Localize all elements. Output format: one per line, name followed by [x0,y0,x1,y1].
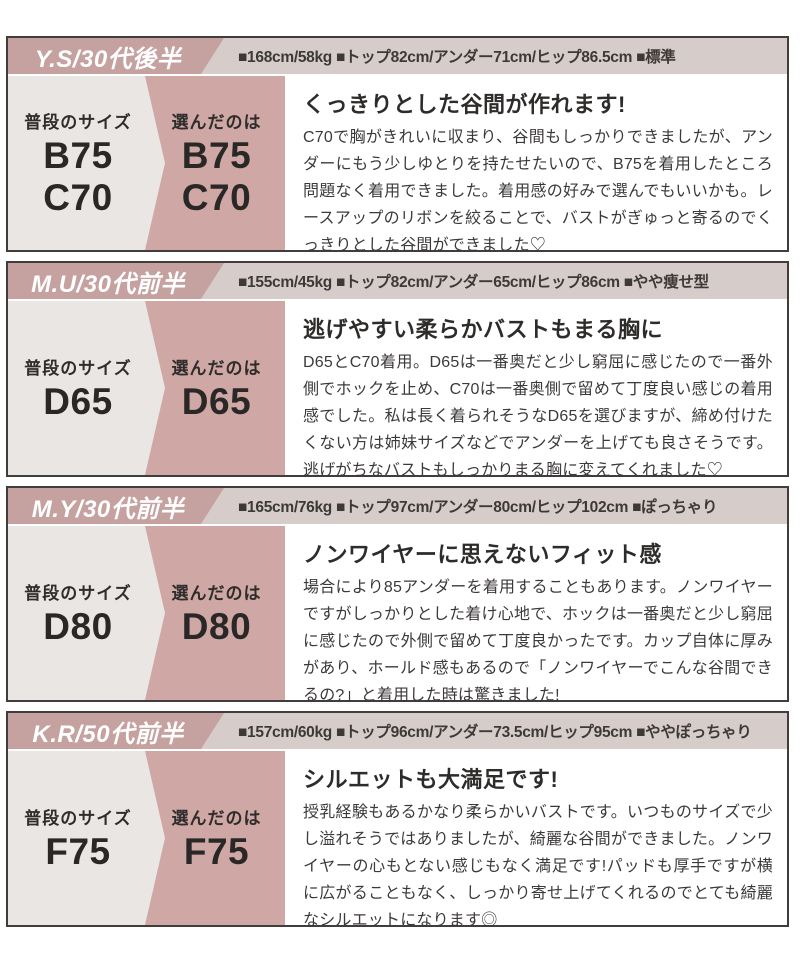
chosen-size-column: 選んだのは B75 C70 [148,76,285,250]
review-content: 普段のサイズ D65 選んだのは D65 逃げやすい柔らかバストもまる胸に D6… [8,301,787,479]
review-content: 普段のサイズ F75 選んだのは F75 シルエットも大満足です! 授乳経験もあ… [8,751,787,929]
reviewer-name-badge: M.Y/30代前半 [8,488,224,524]
review-title: くっきりとした谷間が作れます! [303,92,626,117]
review-header: M.Y/30代前半 ■165cm/76kg ■トップ97cm/アンダー80cm/… [8,488,787,526]
chosen-size-value: C70 [181,176,252,218]
review-list: Y.S/30代後半 ■168cm/58kg ■トップ82cm/アンダー71cm/… [0,0,800,927]
review-content: 普段のサイズ D80 選んだのは D80 ノンワイヤーに思えないフィット感 場合… [8,526,787,704]
reviewer-name-badge: Y.S/30代後半 [8,38,224,74]
reviewer-stats: ■165cm/76kg ■トップ97cm/アンダー80cm/ヒップ102cm ■… [238,499,718,516]
reviewer-stats: ■155cm/45kg ■トップ82cm/アンダー65cm/ヒップ86cm ■や… [238,274,709,291]
chosen-size-column: 選んだのは D80 [148,526,285,700]
reviewer-name-badge: K.R/50代前半 [8,713,224,749]
reviewer-name-badge: M.U/30代前半 [8,263,224,299]
chosen-size-label: 選んだのは [171,583,262,603]
chosen-size-value: F75 [183,830,250,872]
review-body: 授乳経験もあるかなり柔らかいバストです。いつものサイズで少し溢れそうではありまし… [303,804,773,929]
usual-size-value: D65 [43,380,113,422]
usual-size-label: 普段のサイズ [24,113,132,133]
review-header: K.R/50代前半 ■157cm/60kg ■トップ96cm/アンダー73.5c… [8,713,787,751]
review-title: ノンワイヤーに思えないフィット感 [303,542,662,567]
review-body: 場合により85アンダーを着用することもあります。ノンワイヤーですがしっかりとした… [303,579,773,704]
chosen-size-label: 選んだのは [171,358,262,378]
chosen-size-value: D80 [181,605,252,647]
chosen-size-value: B75 [181,135,252,177]
review-text-area: 逃げやすい柔らかバストもまる胸に D65とC70着用。D65は一番奥だと少し窮屈… [285,301,787,479]
chosen-size-label: 選んだのは [171,113,262,133]
review-title: 逃げやすい柔らかバストもまる胸に [303,317,664,342]
review-body: D65とC70着用。D65は一番奥だと少し窮屈に感じたので一番外側でホックを止め… [303,354,773,479]
usual-size-label: 普段のサイズ [24,583,132,603]
review-header: Y.S/30代後半 ■168cm/58kg ■トップ82cm/アンダー71cm/… [8,38,787,76]
review-card: K.R/50代前半 ■157cm/60kg ■トップ96cm/アンダー73.5c… [6,711,789,929]
review-card: Y.S/30代後半 ■168cm/58kg ■トップ82cm/アンダー71cm/… [6,36,789,254]
size-panel: 普段のサイズ D80 選んだのは D80 [8,526,285,700]
reviewer-stats: ■157cm/60kg ■トップ96cm/アンダー73.5cm/ヒップ95cm … [238,724,752,741]
review-card: M.Y/30代前半 ■165cm/76kg ■トップ97cm/アンダー80cm/… [6,486,789,704]
usual-size-column: 普段のサイズ D80 [8,526,148,700]
usual-size-value: B75 [43,135,113,177]
usual-size-label: 普段のサイズ [24,358,132,378]
review-body: C70で胸がきれいに収まり、谷間もしっかりできましたが、アンダーにもう少しゆとり… [303,129,773,254]
review-text-area: シルエットも大満足です! 授乳経験もあるかなり柔らかいバストです。いつものサイズ… [285,751,787,929]
usual-size-label: 普段のサイズ [24,808,132,828]
review-text-area: くっきりとした谷間が作れます! C70で胸がきれいに収まり、谷間もしっかりできま… [285,76,787,254]
size-panel: 普段のサイズ D65 選んだのは D65 [8,301,285,475]
size-panel: 普段のサイズ B75 C70 選んだのは B75 C70 [8,76,285,250]
review-card: M.U/30代前半 ■155cm/45kg ■トップ82cm/アンダー65cm/… [6,261,789,479]
review-title: シルエットも大満足です! [303,767,559,792]
usual-size-column: 普段のサイズ D65 [8,301,148,475]
reviewer-stats: ■168cm/58kg ■トップ82cm/アンダー71cm/ヒップ86.5cm … [238,49,676,66]
size-panel: 普段のサイズ F75 選んだのは F75 [8,751,285,925]
review-content: 普段のサイズ B75 C70 選んだのは B75 C70 くっきりとした谷間が作… [8,76,787,254]
usual-size-column: 普段のサイズ B75 C70 [8,76,148,250]
usual-size-column: 普段のサイズ F75 [8,751,148,925]
chosen-size-column: 選んだのは D65 [148,301,285,475]
review-header: M.U/30代前半 ■155cm/45kg ■トップ82cm/アンダー65cm/… [8,263,787,301]
chosen-size-column: 選んだのは F75 [148,751,285,925]
usual-size-value: C70 [43,176,113,218]
review-text-area: ノンワイヤーに思えないフィット感 場合により85アンダーを着用することもあります… [285,526,787,704]
chosen-size-value: D65 [181,380,252,422]
usual-size-value: F75 [45,830,111,872]
chosen-size-label: 選んだのは [171,808,262,828]
usual-size-value: D80 [43,605,113,647]
